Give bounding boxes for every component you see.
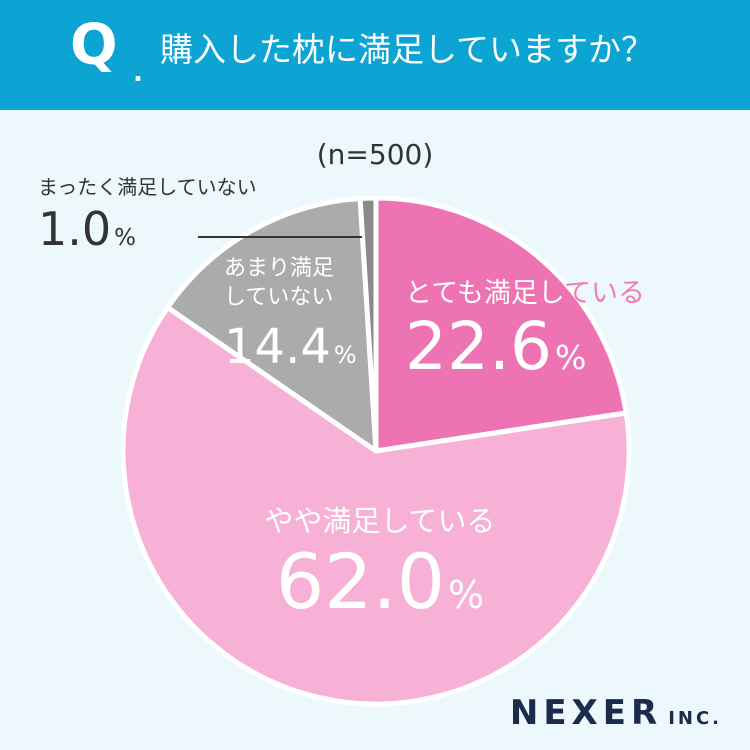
question-header: Q . 購入した枕に満足していますか？ — [0, 0, 750, 110]
slice-category-not-satisfied: まったく満足していない — [38, 175, 257, 199]
slice-label-not-very-satisfied: あまり満足していない 14.4% — [224, 255, 357, 376]
question-text: 購入した枕に満足していますか？ — [160, 30, 655, 69]
slice-value-somewhat-satisfied-number: 62.0 — [275, 537, 446, 627]
pie-slice-not-satisfied — [357, 195, 379, 454]
slice-value-very-satisfied: 22.6% — [405, 309, 645, 385]
sample-size: (n=500) — [316, 138, 434, 171]
slice-value-very-satisfied-number: 22.6 — [405, 308, 552, 386]
brand-name: NEXER — [509, 693, 663, 733]
pie-slice-somewhat-satisfied — [120, 304, 632, 707]
q-mark-dot: . — [133, 58, 143, 88]
q-mark: Q — [70, 13, 118, 78]
slice-category-very-satisfied: とても満足している — [405, 278, 645, 309]
slice-label-not-satisfied: まったく満足していない 1.0% — [38, 176, 257, 256]
leader-line — [198, 236, 362, 238]
slice-category-not-very-line1: あまり満足 — [224, 256, 335, 281]
pie-slice-not-very-satisfied — [165, 196, 379, 454]
percent-unit: % — [448, 573, 485, 618]
brand-suffix: INC. — [668, 708, 722, 729]
percent-unit: % — [114, 225, 137, 251]
percent-unit: % — [333, 341, 357, 370]
brand-logo: NEXER INC. — [510, 696, 722, 730]
slice-value-not-satisfied: 1.0% — [38, 203, 257, 256]
slice-label-somewhat-satisfied: やや満足している 62.0% — [250, 504, 510, 626]
slice-category-not-very-satisfied: あまり満足していない — [224, 255, 354, 312]
percent-unit: % — [554, 338, 587, 378]
slice-value-not-very-satisfied: 14.4% — [224, 319, 357, 376]
slice-label-very-satisfied: とても満足している 22.6% — [405, 278, 645, 385]
slice-category-very-satisfied-tail: ている — [564, 278, 646, 309]
slice-value-somewhat-satisfied: 62.0% — [250, 538, 510, 625]
slice-category-not-very-line2: していない — [224, 284, 334, 310]
slice-category-somewhat-satisfied: やや満足している — [264, 504, 496, 538]
slice-value-not-satisfied-number: 1.0 — [38, 202, 112, 256]
slice-value-not-very-satisfied-number: 14.4 — [224, 319, 331, 376]
slice-category-very-satisfied-head: とても満足し — [405, 278, 565, 309]
pie-slice-very-satisfied — [373, 195, 629, 454]
